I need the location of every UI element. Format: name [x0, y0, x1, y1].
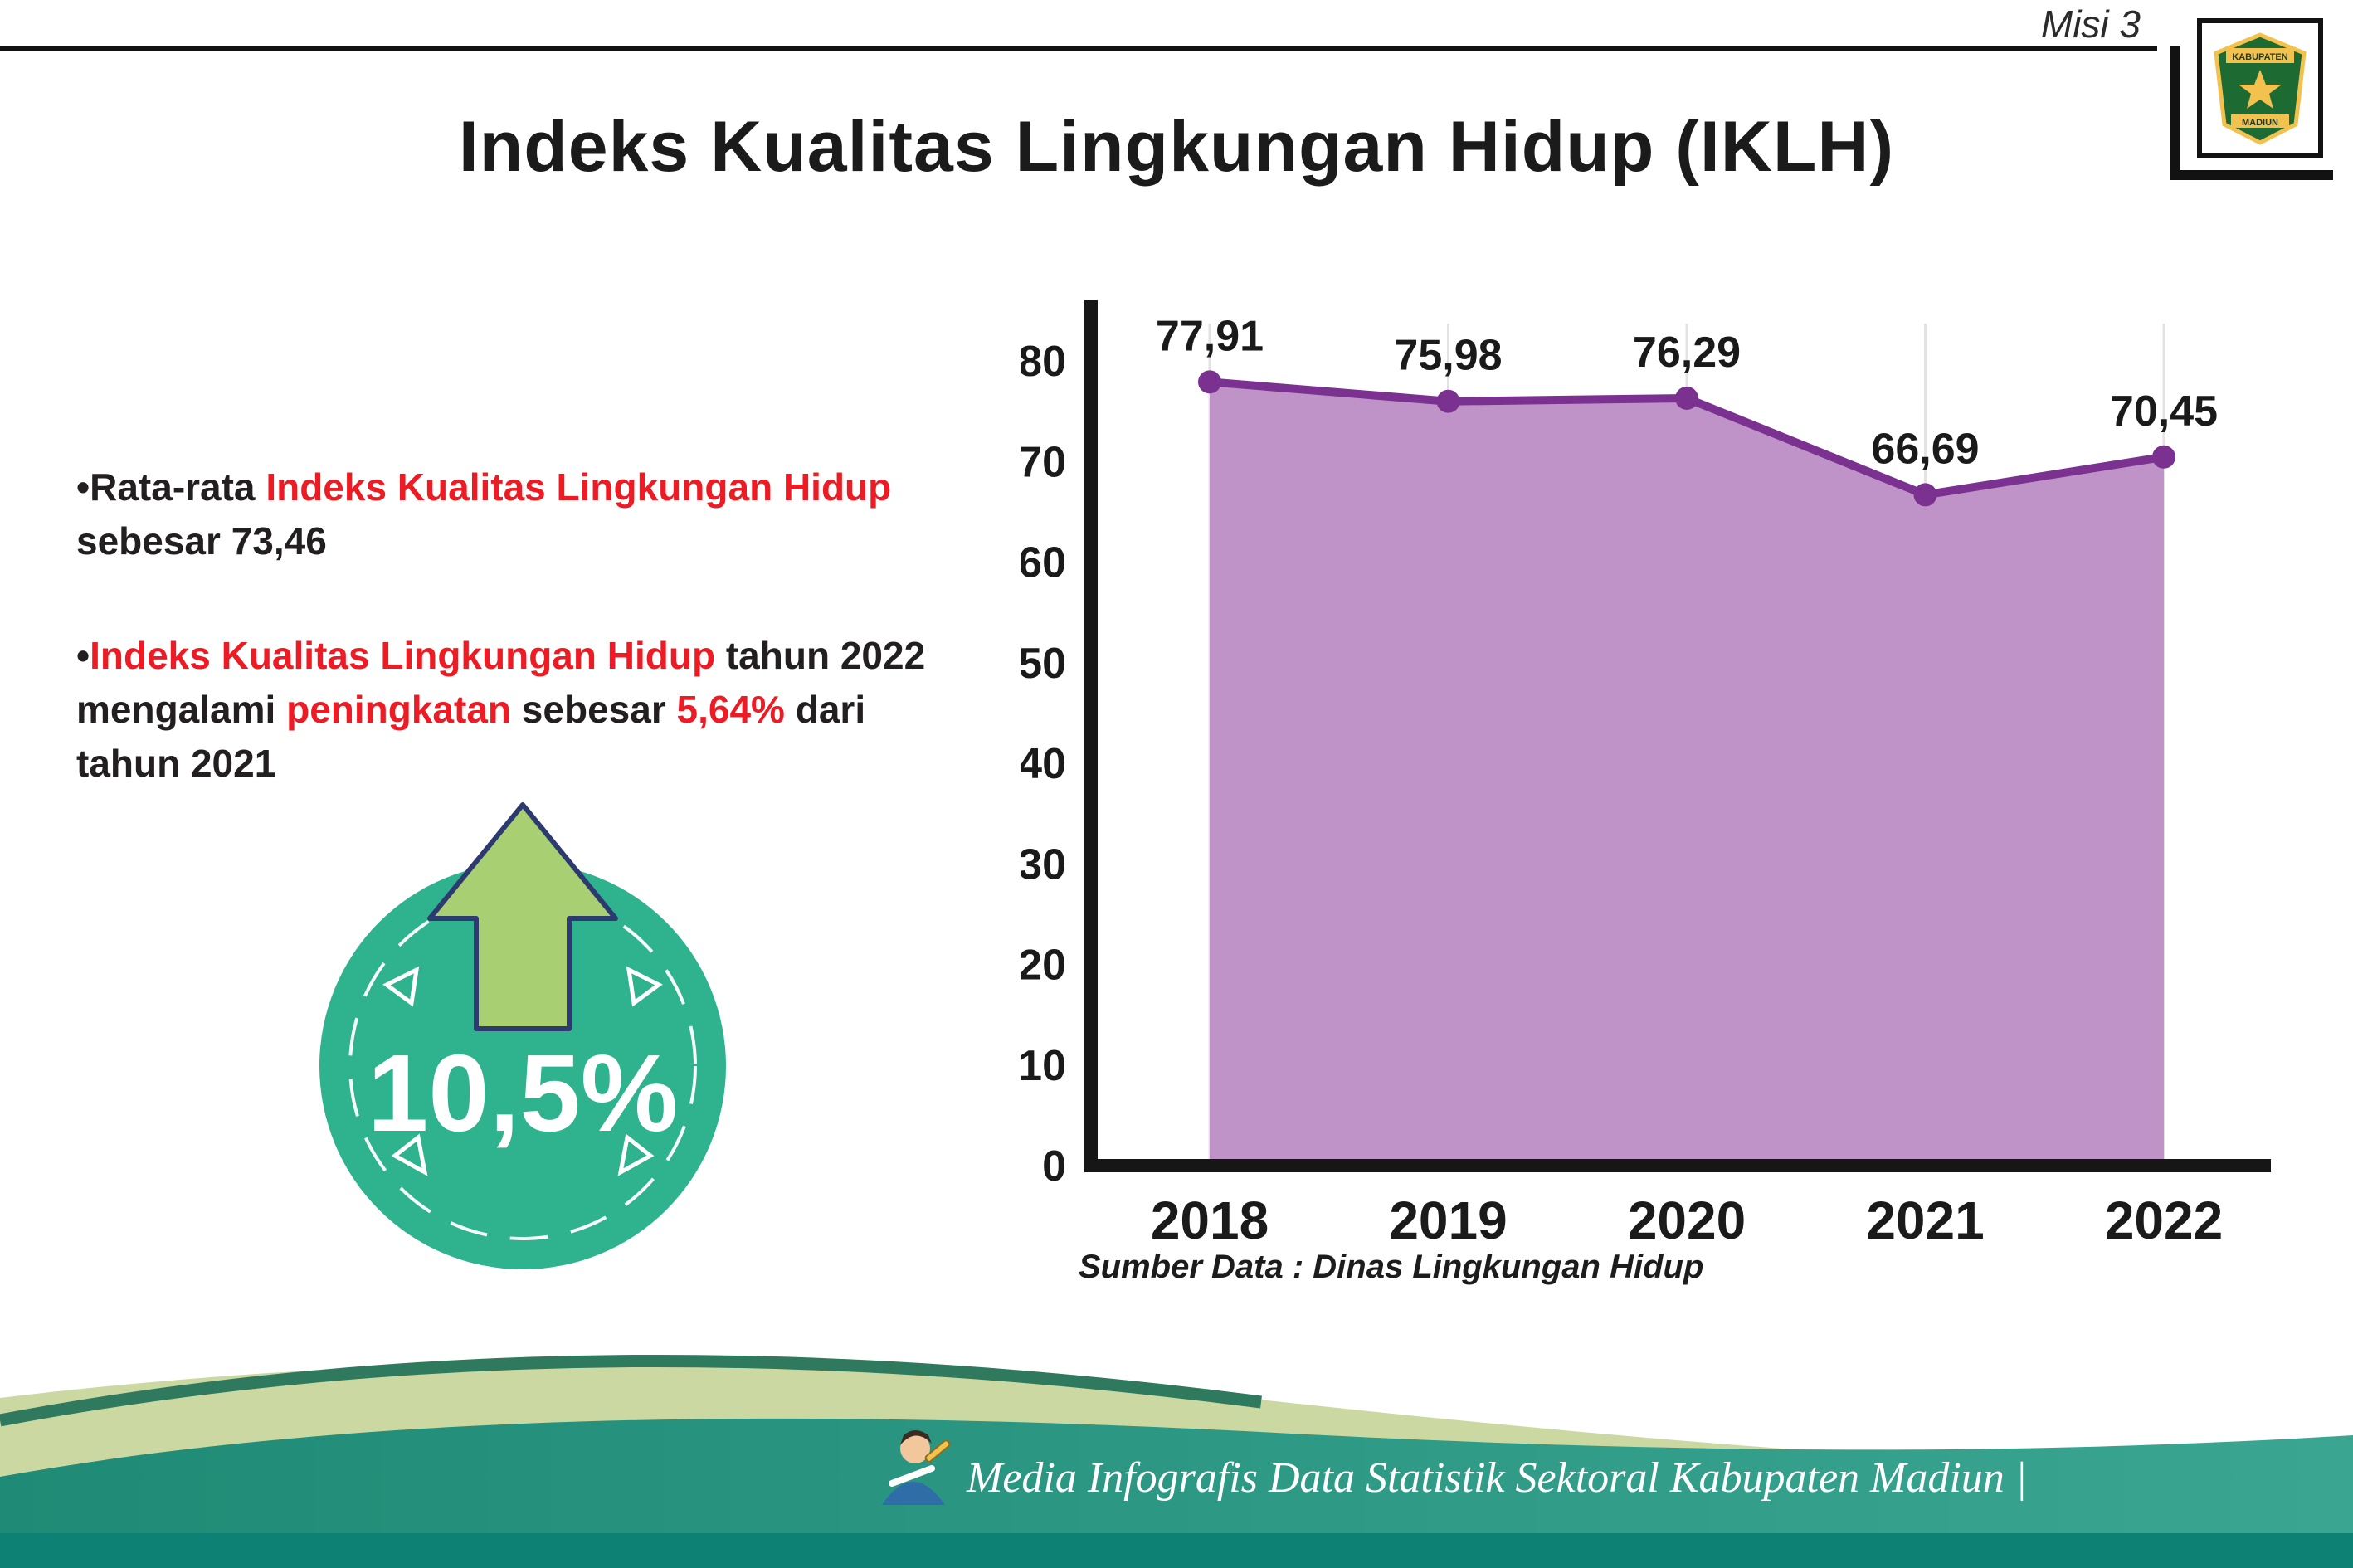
footer-waves [0, 1354, 2353, 1568]
kabupaten-madiun-logo: KABUPATEN MADIUN [2197, 18, 2323, 158]
footer-caption: Media Infografis Data Statistik Sektoral… [967, 1454, 2028, 1502]
bullet-item-increase: •Indeks Kualitas Lingkungan Hidup tahun … [76, 629, 964, 791]
badge-value: 10,5% [368, 1032, 678, 1154]
text-segment: Indeks Kualitas Lingkungan Hidup [266, 465, 892, 509]
badge-triangle-marks [382, 966, 663, 1176]
text-segment: dari tahun 2021 [76, 687, 866, 786]
text-segment: peningkatan [286, 687, 512, 731]
data-point [2152, 445, 2175, 469]
text-segment: sebesar [511, 687, 677, 731]
data-point [1198, 370, 1221, 394]
y-tick-label: 70 [1021, 438, 1066, 486]
text-segment: • [76, 465, 90, 509]
logo-bracket-vertical [2170, 46, 2180, 178]
y-tick-label: 30 [1021, 840, 1066, 889]
value-label: 66,69 [1871, 425, 1979, 473]
text-segment: Indeks Kualitas Lingkungan Hidup [90, 633, 716, 677]
x-tick-label: 2019 [1389, 1191, 1507, 1250]
text-segment: tahun 2022 mengalami [76, 633, 926, 731]
value-label: 77,91 [1156, 312, 1264, 360]
text-segment: Rata-rata [90, 465, 266, 509]
y-tick-label: 20 [1021, 942, 1066, 990]
x-axis [1084, 1159, 2271, 1172]
y-tick-label: 50 [1021, 640, 1066, 688]
logo-line2: MADIUN [2242, 118, 2278, 128]
badge-circle [319, 863, 726, 1269]
text-segment: • [76, 633, 90, 677]
top-rule [0, 46, 2157, 51]
iklh-area-chart: 77,91 75,98 76,29 66,69 70,45 0 10 20 30 40 50 60 70… [1021, 300, 2271, 1250]
data-point [1436, 389, 1460, 413]
y-tick-label: 40 [1021, 740, 1066, 788]
logo-line1: KABUPATEN [2232, 52, 2287, 62]
mascot-icon [882, 1430, 951, 1505]
wave-teal-band [0, 1418, 2353, 1568]
value-label: 70,45 [2110, 387, 2218, 436]
y-axis [1084, 300, 1098, 1172]
data-point [1675, 386, 1698, 410]
data-point [1913, 483, 1937, 507]
increase-badge: 10,5% [319, 802, 726, 1269]
y-tick-label: 60 [1021, 539, 1066, 587]
misi-label: Misi 3 [2040, 2, 2141, 46]
x-tick-label: 2022 [2105, 1191, 2223, 1250]
logo-bracket-horizontal [2170, 170, 2333, 180]
wave-dark-curve [0, 1354, 1262, 1427]
crest-icon: KABUPATEN MADIUN [2214, 32, 2307, 145]
y-tick-label: 80 [1021, 338, 1066, 386]
up-arrow-icon [427, 802, 618, 1031]
y-tick-label: 0 [1042, 1142, 1066, 1191]
footer-strip [0, 1533, 2353, 1568]
x-tick-label: 2018 [1151, 1191, 1269, 1250]
source-note: Sumber Data : Dinas Lingkungan Hidup [1079, 1249, 1704, 1285]
x-tick-label: 2021 [1866, 1191, 1984, 1250]
text-segment: 5,64% [676, 687, 785, 731]
value-label: 76,29 [1633, 329, 1741, 377]
page-title: Indeks Kualitas Lingkungan Hidup (IKLH) [458, 107, 1895, 187]
value-label: 75,98 [1394, 332, 1502, 380]
text-segment: sebesar 73,46 [76, 519, 327, 563]
area-fill [1210, 382, 2164, 1166]
x-tick-label: 2020 [1628, 1191, 1746, 1250]
bullet-item-average: •Rata-rata Indeks Kualitas Lingkungan Hi… [76, 460, 964, 569]
bullet-list: •Rata-rata Indeks Kualitas Lingkungan Hi… [76, 460, 964, 851]
y-tick-label: 10 [1021, 1042, 1066, 1090]
